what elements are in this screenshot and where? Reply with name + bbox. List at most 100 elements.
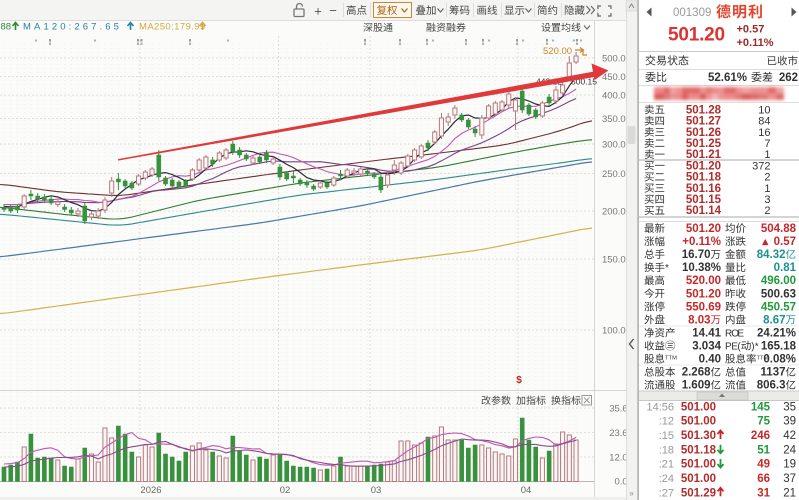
svg-text:350.00: 350.00 — [602, 114, 631, 125]
svg-text:R: R — [725, 329, 732, 340]
svg-text:*: * — [665, 263, 669, 274]
svg-text::15: :15 — [659, 430, 674, 442]
svg-text:501.00: 501.00 — [681, 459, 716, 471]
svg-text:501.20: 501.20 — [686, 160, 721, 172]
svg-text:23.60: 23.60 — [609, 428, 633, 439]
svg-text:84: 84 — [758, 116, 770, 128]
svg-text:145: 145 — [751, 401, 771, 413]
svg-text:*: * — [227, 39, 230, 46]
svg-text:24: 24 — [783, 444, 796, 456]
svg-text:*: * — [432, 39, 435, 46]
svg-text:75: 75 — [757, 416, 770, 428]
svg-text:501.00: 501.00 — [681, 401, 716, 413]
svg-text:MA250:179.99: MA250:179.99 — [139, 22, 206, 33]
svg-text:O: O — [731, 329, 739, 340]
svg-text:51: 51 — [757, 444, 770, 456]
svg-text:500.15: 500.15 — [571, 77, 597, 87]
svg-text:501.15: 501.15 — [686, 194, 722, 206]
svg-text:7: 7 — [764, 138, 770, 150]
svg-text:37: 37 — [783, 473, 796, 485]
svg-text:E: E — [731, 342, 738, 353]
svg-text:16.70: 16.70 — [682, 249, 711, 261]
svg-text:TTM: TTM — [757, 356, 769, 362]
svg-text:): ) — [751, 342, 754, 353]
svg-text:501.29: 501.29 — [681, 487, 716, 499]
svg-text:35: 35 — [783, 401, 796, 413]
svg-text:E: E — [737, 329, 744, 340]
svg-text:501.00: 501.00 — [681, 416, 716, 428]
svg-text:−: − — [329, 3, 337, 18]
svg-text:520.00: 520.00 — [686, 275, 721, 287]
svg-text:501.26: 501.26 — [686, 127, 721, 139]
svg-text:*: * — [522, 39, 525, 46]
svg-text:12.00: 12.00 — [609, 452, 633, 463]
svg-text:(: ( — [737, 342, 741, 353]
svg-text:49: 49 — [757, 459, 770, 471]
svg-text:3.034: 3.034 — [692, 341, 721, 353]
svg-text:520.00: 520.00 — [543, 46, 572, 57]
svg-text:+0.57: +0.57 — [737, 24, 765, 36]
svg-text:*: * — [35, 39, 38, 46]
svg-text::27: :27 — [659, 487, 674, 499]
svg-text:1: 1 — [764, 149, 770, 161]
svg-text:450.57: 450.57 — [761, 301, 796, 313]
svg-text:2.268: 2.268 — [682, 367, 711, 379]
svg-text:$: $ — [516, 375, 522, 386]
svg-text:501.18: 501.18 — [686, 172, 722, 184]
svg-text:0.81: 0.81 — [774, 262, 797, 274]
svg-text:501.28: 501.28 — [686, 104, 722, 116]
svg-text:88: 88 — [1, 22, 12, 33]
svg-text:0.40: 0.40 — [699, 354, 721, 366]
svg-text:496.00: 496.00 — [761, 275, 796, 287]
svg-text:001309: 001309 — [673, 7, 711, 19]
svg-text:+0.11%: +0.11% — [682, 236, 721, 248]
svg-text:52.61%: 52.61% — [708, 72, 747, 84]
svg-text:165.18: 165.18 — [761, 341, 797, 353]
svg-text:300.00: 300.00 — [602, 139, 631, 150]
svg-text:501.21: 501.21 — [686, 149, 722, 161]
svg-text:*: * — [94, 39, 97, 46]
svg-text:0.00: 0.00 — [615, 476, 634, 487]
svg-text:501.00: 501.00 — [681, 473, 716, 485]
svg-text:501.30: 501.30 — [681, 430, 716, 442]
svg-text:262: 262 — [779, 72, 798, 84]
svg-text:03: 03 — [371, 485, 382, 496]
svg-text:501.20: 501.20 — [686, 288, 721, 300]
svg-text:14.41: 14.41 — [692, 328, 721, 340]
svg-text:550.69: 550.69 — [686, 301, 721, 313]
svg-text:TTM: TTM — [665, 356, 677, 362]
svg-text:450.00: 450.00 — [602, 72, 631, 83]
svg-text:501.18: 501.18 — [681, 444, 717, 456]
svg-text:19: 19 — [783, 459, 796, 471]
svg-text:250.00: 250.00 — [602, 169, 631, 180]
svg-text:501.14: 501.14 — [686, 205, 722, 217]
svg-text:501.16: 501.16 — [686, 183, 721, 195]
svg-text:21: 21 — [783, 487, 796, 499]
svg-text:*: * — [755, 342, 759, 353]
svg-text:84.32: 84.32 — [757, 249, 786, 261]
svg-text:1: 1 — [764, 183, 770, 195]
svg-text:372: 372 — [752, 160, 770, 172]
svg-text:500.63: 500.63 — [761, 288, 796, 300]
svg-text:806.3: 806.3 — [757, 380, 786, 392]
svg-text:10.38%: 10.38% — [682, 262, 721, 274]
svg-text:14:56: 14:56 — [646, 401, 674, 413]
svg-text:1.609: 1.609 — [682, 380, 711, 392]
svg-text:39: 39 — [783, 416, 796, 428]
svg-text:2: 2 — [764, 205, 770, 217]
svg-text:24.21%: 24.21% — [757, 328, 796, 340]
svg-text:100.00: 100.00 — [602, 325, 631, 336]
svg-text:8.03: 8.03 — [688, 314, 710, 326]
svg-text::12: :12 — [659, 416, 674, 428]
svg-text:0.57: 0.57 — [774, 236, 796, 248]
svg-text:66: 66 — [757, 473, 770, 485]
svg-text::18: :18 — [659, 444, 674, 456]
svg-text:10: 10 — [758, 104, 770, 116]
svg-text:P: P — [725, 342, 732, 353]
svg-text:504.88: 504.88 — [761, 223, 797, 235]
svg-text:*: * — [573, 39, 576, 46]
svg-text:02: 02 — [280, 485, 291, 496]
svg-text:2: 2 — [764, 172, 770, 184]
svg-text:+: + — [314, 4, 322, 19]
svg-text:501.27: 501.27 — [686, 116, 721, 128]
